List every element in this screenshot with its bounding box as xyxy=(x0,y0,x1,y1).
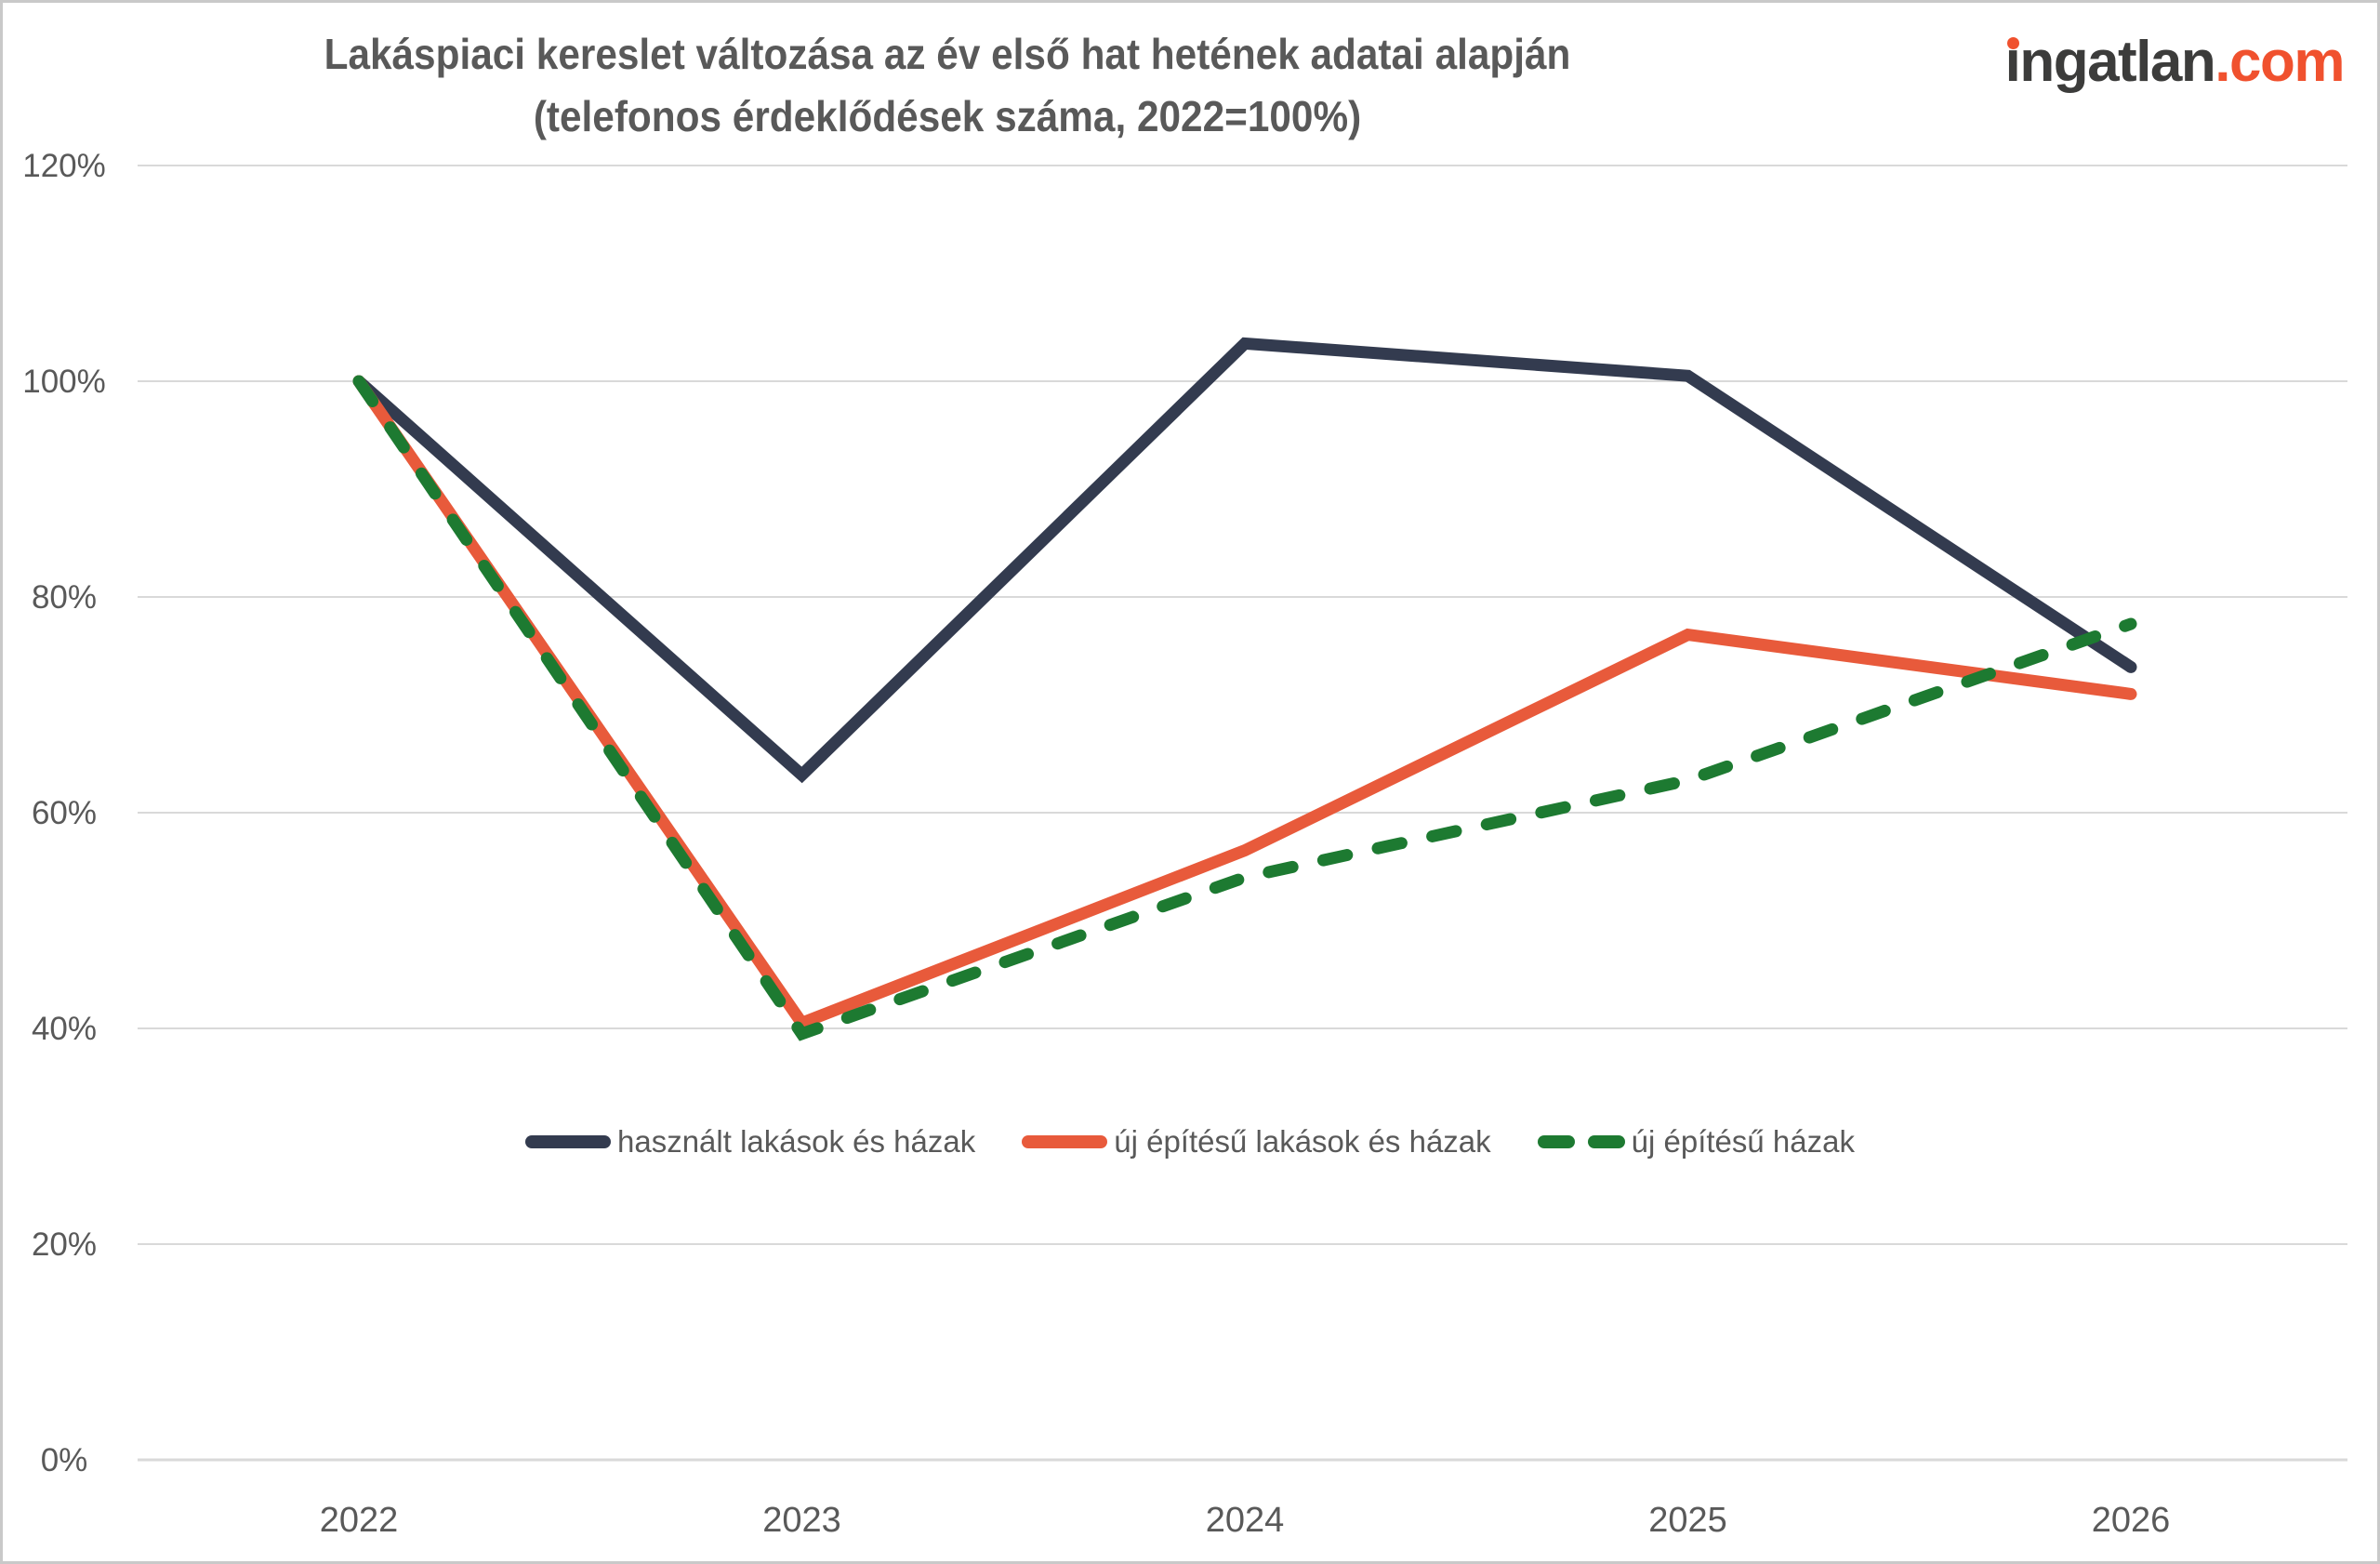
logo-name: ingatlan xyxy=(2004,30,2216,94)
legend-item: új építésű lakások és házak xyxy=(1022,1124,1491,1160)
legend-swatch xyxy=(525,1135,611,1148)
legend-swatch-dashed xyxy=(1537,1135,1625,1148)
x-tick-label: 2024 xyxy=(1206,1501,1285,1540)
logo-name-text: ingatlan xyxy=(2004,30,2216,94)
y-tick-label: 0% xyxy=(41,1442,88,1478)
y-tick-label: 120% xyxy=(22,148,106,184)
legend-swatch-dash-segment xyxy=(1537,1135,1575,1148)
legend-swatch xyxy=(1022,1135,1108,1148)
y-tick-label: 100% xyxy=(22,364,106,400)
legend-item: új építésű házak xyxy=(1537,1124,1855,1160)
y-tick-label: 20% xyxy=(32,1226,97,1263)
x-tick-label: 2023 xyxy=(762,1501,841,1540)
chart-title-line1: Lakáspiaci kereslet változása az év első… xyxy=(324,30,1571,78)
legend-swatch-dash-segment xyxy=(1587,1135,1625,1148)
series-line-1 xyxy=(352,375,2137,1031)
chart-title: Lakáspiaci kereslet változása az év első… xyxy=(78,23,1816,147)
legend-item: használt lakások és házak xyxy=(525,1124,975,1160)
legend-label: használt lakások és házak xyxy=(617,1124,976,1159)
y-tick-label: 80% xyxy=(32,579,97,616)
chart-title-line2: (telefonos érdeklődések száma, 2022=100%… xyxy=(533,91,1362,140)
logo-i-dot xyxy=(2006,37,2019,49)
legend: használt lakások és házak új építésű laká… xyxy=(3,1124,2377,1160)
series-line-2 xyxy=(352,375,2137,1041)
legend-label: új építésű házak xyxy=(1631,1124,1855,1159)
y-tick-label: 40% xyxy=(32,1011,97,1047)
x-tick-label: 2025 xyxy=(1648,1501,1727,1540)
x-tick-label: 2026 xyxy=(2092,1501,2171,1540)
y-tick-label: 60% xyxy=(32,795,97,831)
logo: ingatlan .com xyxy=(2004,29,2346,95)
series-line-0 xyxy=(352,337,2137,784)
x-tick-label: 2022 xyxy=(320,1501,399,1540)
logo-tld: .com xyxy=(2215,30,2345,94)
line-chart: 0% 20% 40% 60% 80% 100% 120% 2022 2023 2024 2025 20… xyxy=(22,148,2347,1540)
legend-label: új építésű lakások és házak xyxy=(1114,1124,1491,1159)
